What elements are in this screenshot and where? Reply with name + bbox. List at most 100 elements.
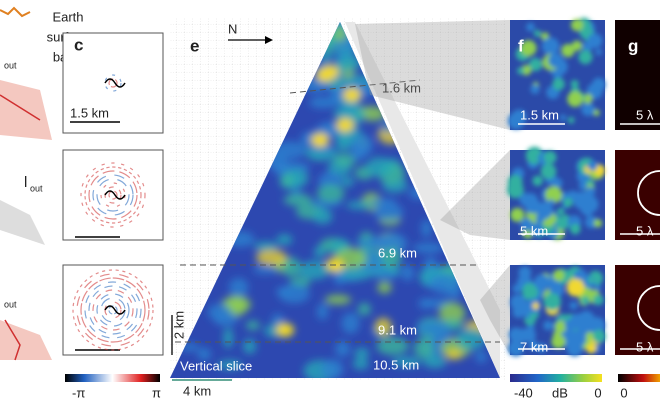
texture	[308, 96, 338, 109]
texture	[223, 327, 234, 349]
colorbar-label: π	[152, 385, 161, 400]
texture	[567, 91, 583, 107]
texture	[533, 29, 542, 38]
texture	[352, 358, 369, 370]
texture	[333, 153, 357, 167]
texture	[517, 328, 532, 343]
texture	[517, 67, 525, 75]
texture	[96, 293, 130, 327]
texture	[341, 312, 360, 334]
texture	[567, 116, 575, 124]
texture	[309, 144, 335, 154]
texture	[354, 347, 370, 360]
texture	[592, 329, 606, 344]
texture	[530, 84, 540, 94]
texture	[401, 264, 414, 282]
texture	[563, 197, 573, 208]
texture	[564, 319, 577, 332]
panel-label: g	[628, 36, 638, 55]
texture	[92, 289, 134, 331]
texture	[445, 348, 463, 360]
texture	[84, 166, 142, 224]
texture	[507, 17, 606, 130]
colorbar-label: -40	[514, 385, 533, 400]
texture	[545, 186, 563, 204]
north-label: N	[228, 21, 237, 36]
texture	[108, 305, 118, 315]
texture	[520, 218, 533, 231]
panel-label: c	[74, 35, 83, 54]
texture	[526, 22, 535, 32]
texture	[92, 174, 134, 216]
scale-label: 2 km	[171, 311, 186, 339]
texture	[335, 54, 362, 71]
texture	[552, 269, 565, 282]
texture	[507, 17, 660, 130]
texture	[418, 298, 434, 309]
texture	[535, 213, 545, 224]
texture	[587, 33, 603, 49]
texture	[587, 276, 595, 284]
texture	[528, 340, 539, 351]
texture	[316, 184, 345, 203]
texture	[560, 221, 569, 230]
connector	[355, 20, 510, 130]
scale-label: 5 km	[520, 223, 548, 238]
texture	[507, 174, 523, 190]
texture	[510, 207, 525, 222]
left-strip: Earth surface basis out l out out	[0, 6, 89, 361]
texture	[253, 241, 279, 252]
texture	[80, 277, 146, 343]
texture	[571, 40, 583, 51]
scale-label: 7 km	[520, 339, 548, 354]
texture	[510, 294, 527, 311]
texture	[578, 181, 588, 191]
texture	[374, 317, 392, 337]
texture	[228, 277, 249, 297]
texture	[88, 285, 138, 335]
texture	[311, 133, 329, 147]
texture	[84, 281, 142, 339]
texture	[543, 293, 562, 311]
panel-label: f	[518, 36, 524, 55]
texture	[283, 193, 313, 206]
texture	[88, 170, 138, 220]
texture	[570, 79, 579, 89]
texture	[336, 118, 354, 132]
texture	[551, 334, 566, 349]
texture	[412, 242, 445, 254]
texture	[554, 320, 567, 333]
texture	[475, 351, 488, 363]
texture	[282, 256, 301, 278]
texture	[594, 284, 602, 291]
scale-label: 5 λ	[636, 339, 654, 354]
texture	[350, 142, 367, 161]
texture	[565, 333, 576, 344]
scale-label: 5 λ	[636, 107, 654, 122]
texture	[566, 278, 585, 297]
texture	[271, 313, 285, 325]
colorbar-label: 0	[620, 385, 627, 400]
texture	[432, 321, 451, 344]
texture	[637, 285, 660, 331]
texture	[243, 338, 257, 354]
texture	[104, 190, 126, 200]
depth-label: 9.1 km	[378, 322, 417, 337]
texture	[569, 223, 581, 235]
texture	[543, 150, 557, 164]
texture	[300, 131, 315, 147]
texture	[357, 302, 371, 316]
texture	[438, 302, 466, 324]
panel-c: c 1.5 km -π π	[62, 32, 164, 400]
slice-label: Vertical slice	[180, 358, 252, 373]
texture	[507, 266, 606, 357]
texture	[586, 343, 597, 354]
texture	[104, 74, 122, 92]
texture	[376, 337, 409, 355]
texture	[96, 178, 130, 212]
texture	[252, 265, 278, 275]
texture	[578, 50, 593, 65]
texture	[341, 176, 354, 187]
texture	[536, 342, 547, 353]
out-label: out	[4, 60, 17, 70]
